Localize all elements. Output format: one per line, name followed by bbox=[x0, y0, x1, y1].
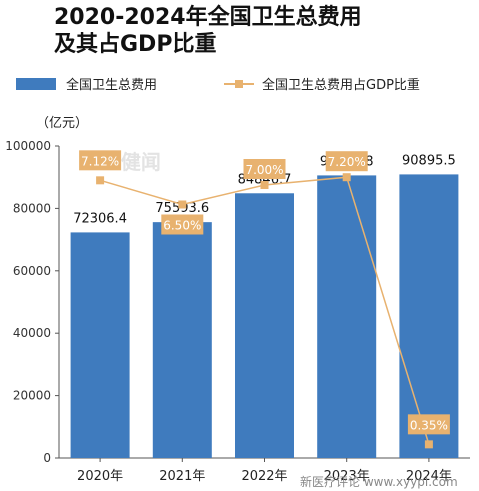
legend: 全国卫生总费用 全国卫生总费用占GDP比重 bbox=[16, 66, 476, 96]
x-tick-label: 2024年 bbox=[406, 469, 452, 484]
bar bbox=[152, 222, 212, 458]
y-tick-label: 20000 bbox=[13, 389, 51, 403]
y-tick-label: 80000 bbox=[13, 201, 51, 215]
pct-label-box bbox=[407, 414, 450, 435]
pct-label: 7.20% bbox=[328, 155, 366, 169]
title-line-1: 2020-2024年全国卫生总费用 bbox=[54, 5, 362, 30]
line-point bbox=[96, 176, 105, 185]
pct-label: 6.50% bbox=[163, 219, 201, 233]
legend-bar-label: 全国卫生总费用 bbox=[66, 78, 158, 93]
line-point bbox=[424, 440, 433, 449]
x-tick-label: 2021年 bbox=[159, 469, 205, 484]
pct-label-box bbox=[243, 159, 286, 179]
bar-value-label: 72306.4 bbox=[73, 211, 127, 226]
y-tick-label: 0 bbox=[43, 451, 51, 465]
bar-value-label: 75593.6 bbox=[155, 201, 209, 216]
y-tick-label: 40000 bbox=[13, 326, 51, 340]
source-watermark: 新医疗评论 www.xyypl.com bbox=[300, 475, 458, 489]
line-point bbox=[178, 200, 187, 209]
legend-item-bars: 全国卫生总费用 bbox=[16, 74, 157, 93]
pct-label: 7.12% bbox=[81, 154, 119, 168]
x-tick-label: 2020年 bbox=[77, 469, 123, 484]
bar bbox=[399, 174, 459, 458]
bar bbox=[317, 175, 377, 458]
x-tick-label: 2022年 bbox=[241, 469, 287, 484]
pct-label-box bbox=[161, 214, 204, 235]
bar bbox=[235, 193, 294, 458]
bar-value-label: 90895.5 bbox=[402, 153, 456, 168]
title-line-2: 及其占GDP比重 bbox=[54, 32, 217, 57]
y-axis-unit: （亿元） bbox=[36, 116, 89, 131]
legend-item-line: 全国卫生总费用占GDP比重 bbox=[224, 74, 420, 93]
y-tick-label: 100000 bbox=[5, 139, 51, 153]
x-tick-label: 2023年 bbox=[324, 469, 370, 484]
legend-line-swatch bbox=[224, 77, 254, 91]
pct-label: 7.00% bbox=[245, 163, 283, 177]
pct-label-box bbox=[79, 150, 122, 171]
y-tick-label: 60000 bbox=[13, 264, 51, 278]
pct-label-box bbox=[325, 151, 368, 172]
line-point bbox=[260, 181, 269, 189]
legend-line-label: 全国卫生总费用占GDP比重 bbox=[262, 78, 420, 93]
chart-title: 2020-2024年全国卫生总费用 及其占GDP比重 bbox=[54, 4, 474, 58]
legend-bar-swatch bbox=[16, 77, 56, 90]
pct-label: 0.35% bbox=[410, 418, 448, 432]
line-point bbox=[342, 173, 351, 182]
bar bbox=[70, 232, 130, 458]
